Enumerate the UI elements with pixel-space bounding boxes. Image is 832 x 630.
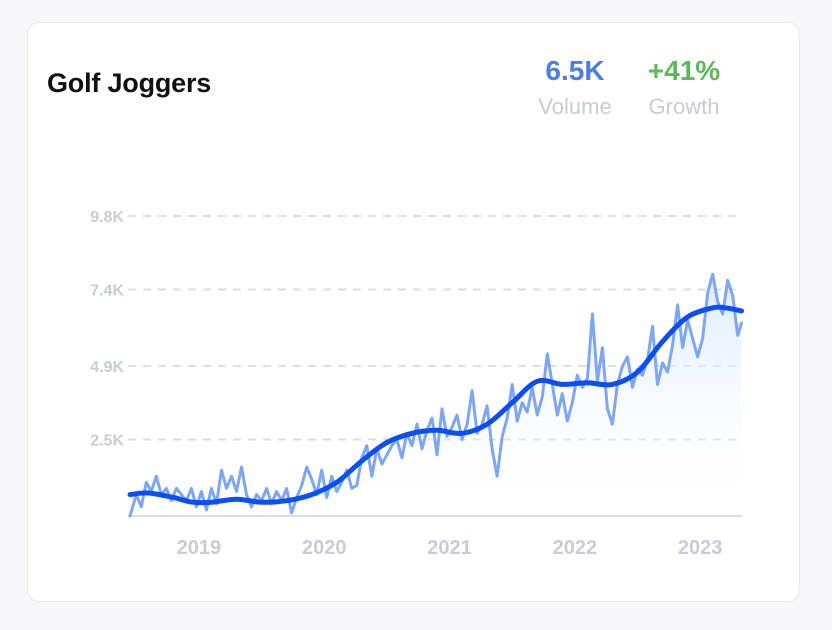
volume-label: Volume bbox=[538, 94, 612, 119]
y-axis-ticks: 2.5K 4.9K 7.4K 9.8K bbox=[90, 209, 124, 449]
growth-value: +41% bbox=[647, 55, 721, 86]
chart-title: Golf Joggers bbox=[47, 68, 212, 98]
series-area-fill bbox=[130, 274, 742, 516]
y-tick-label: 2.5K bbox=[90, 432, 124, 449]
x-tick-label: 2021 bbox=[427, 537, 472, 559]
x-tick-label: 2020 bbox=[302, 537, 347, 559]
x-tick-label: 2023 bbox=[678, 537, 723, 559]
x-tick-label: 2019 bbox=[177, 537, 222, 559]
y-tick-label: 4.9K bbox=[90, 359, 124, 376]
y-tick-label: 7.4K bbox=[90, 282, 124, 299]
growth-label: Growth bbox=[648, 94, 720, 119]
series-layer bbox=[127, 272, 744, 518]
trend-line bbox=[127, 304, 744, 506]
volume-metric: 6.5K Volume bbox=[533, 54, 617, 120]
x-axis-ticks: 2019 2020 2021 2022 2023 bbox=[177, 537, 723, 559]
x-tick-label: 2022 bbox=[553, 537, 598, 559]
y-tick-label: 9.8K bbox=[90, 209, 124, 226]
raw-volume-line bbox=[128, 272, 743, 518]
growth-metric: +41% Growth bbox=[640, 54, 728, 120]
volume-value: 6.5K bbox=[545, 55, 605, 86]
